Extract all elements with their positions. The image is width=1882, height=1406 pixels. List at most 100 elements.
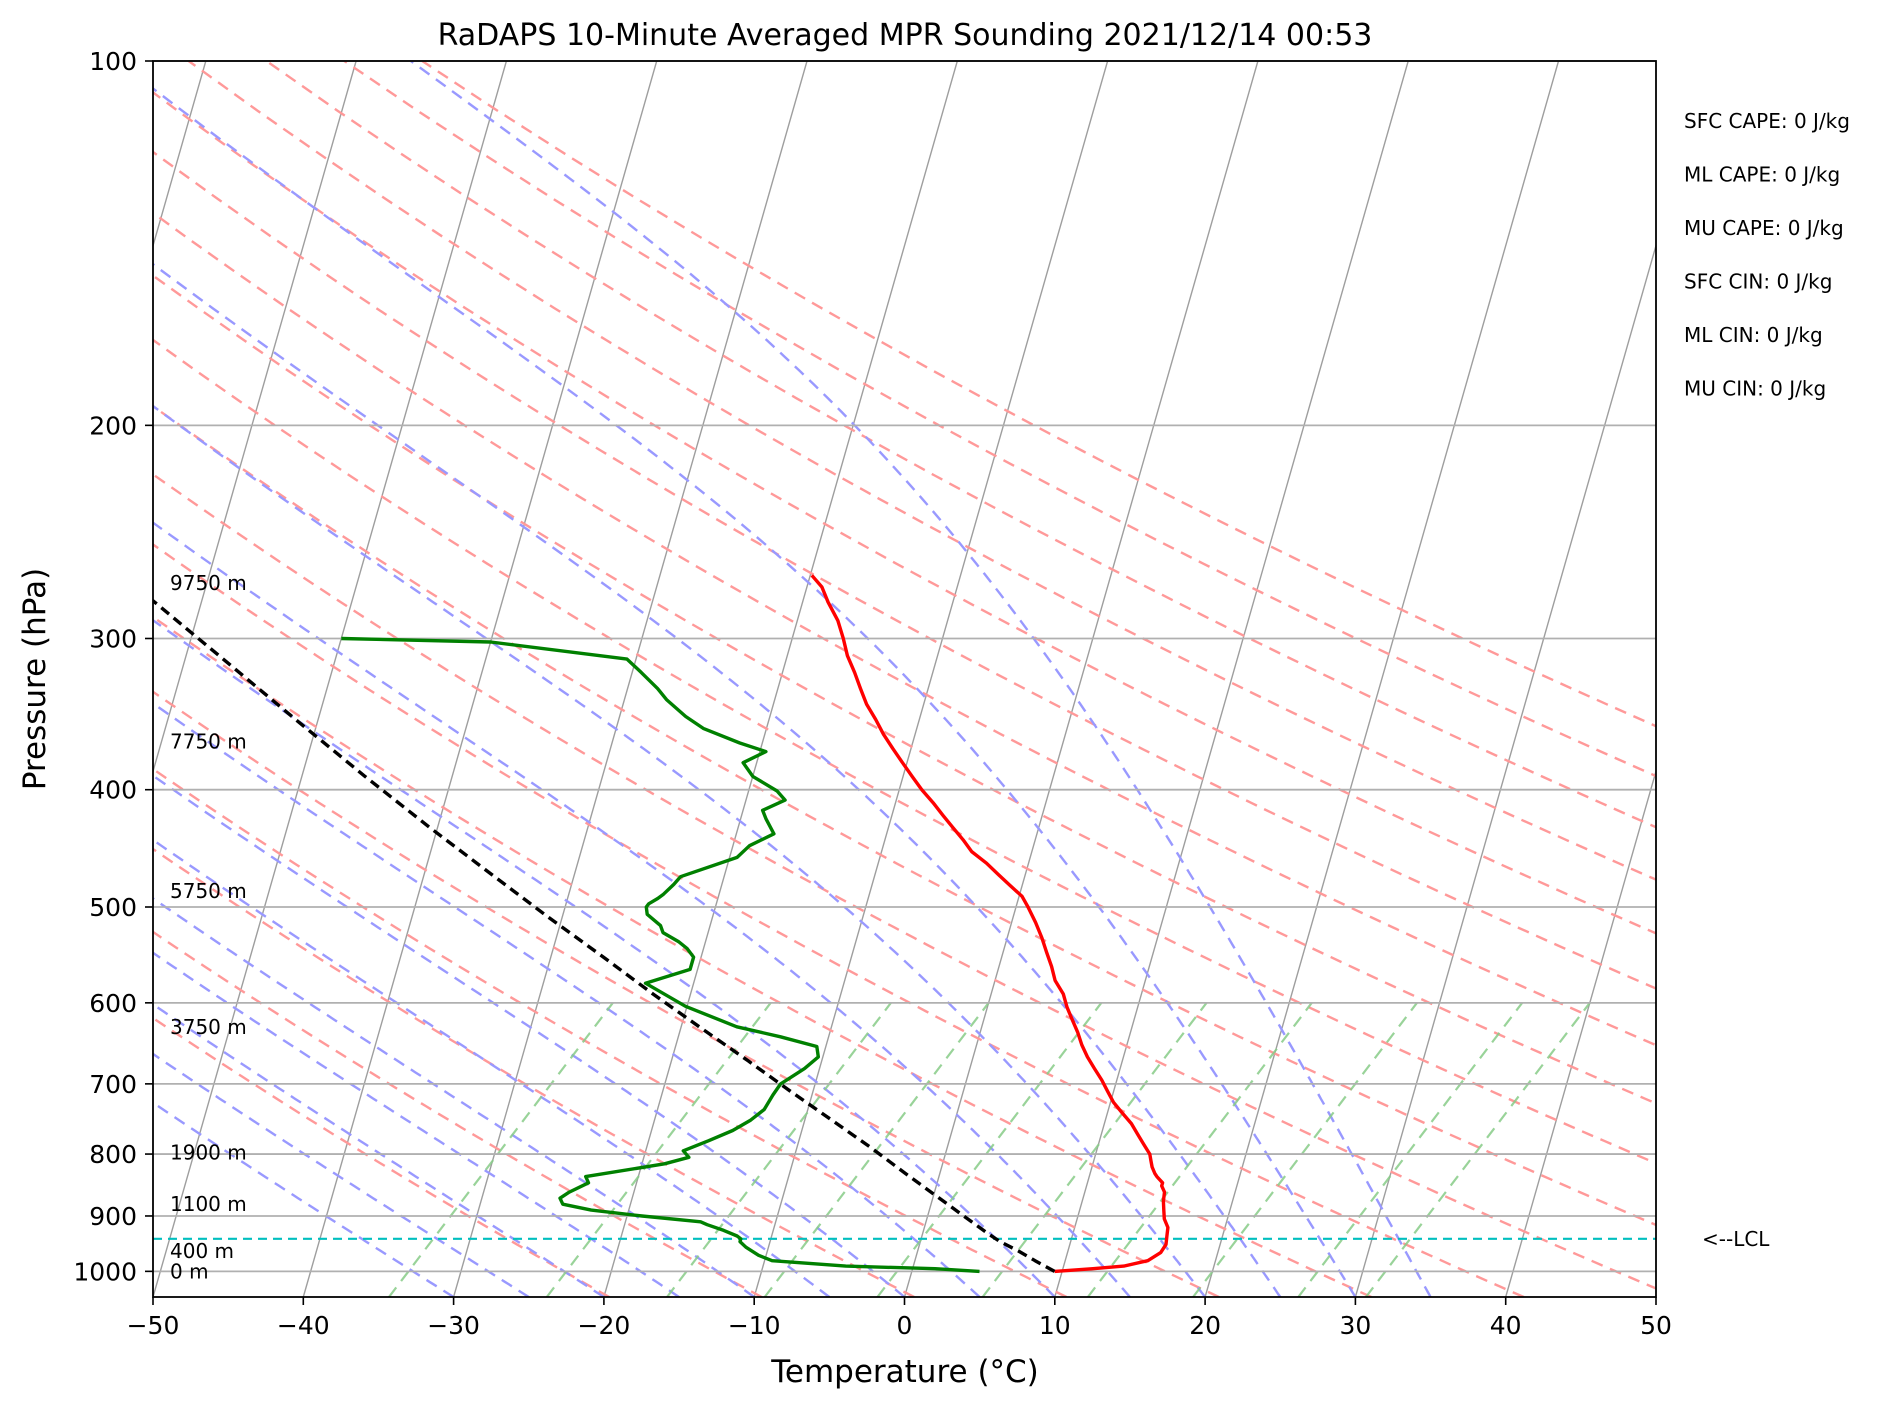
- moist-adiabat: [153, 262, 1282, 1297]
- y-tick-label: 600: [89, 989, 137, 1018]
- x-tick-label: −40: [277, 1311, 330, 1340]
- y-tick-label: 500: [89, 893, 137, 922]
- x-tick-label: −10: [728, 1311, 781, 1340]
- isotherm-line: [1054, 61, 1409, 1297]
- parameter-annotations: SFC CAPE: 0 J/kg ML CAPE: 0 J/kg MU CAPE: …: [1684, 109, 1850, 401]
- moist-adiabat: [153, 774, 906, 1297]
- y-axis: 100 200 300 400 500 600 700 800 900 1000: [73, 47, 153, 1286]
- moist-adiabat: [153, 86, 1357, 1297]
- dry-adiabat: [153, 150, 1656, 990]
- isotherm-line: [153, 61, 508, 1297]
- mixing-ratio-line: [981, 1002, 1208, 1297]
- height-label: 1900 m: [170, 1141, 247, 1165]
- x-tick-label: 50: [1640, 1311, 1672, 1340]
- isotherm-line: [753, 61, 1109, 1297]
- lcl-label: <--LCL: [1702, 1227, 1770, 1251]
- temperature-profile: [810, 574, 1170, 1274]
- parameter-annotation: ML CIN: 0 J/kg: [1684, 323, 1823, 347]
- dry-adiabat: [153, 847, 915, 1297]
- x-tick-label: −50: [127, 1311, 180, 1340]
- mixing-ratio-line: [1297, 1002, 1524, 1297]
- y-tick-label: 700: [89, 1070, 137, 1099]
- dry-adiabat: [153, 274, 1656, 1105]
- parameter-annotation: SFC CAPE: 0 J/kg: [1684, 109, 1850, 133]
- dry-adiabat: [153, 690, 1220, 1297]
- moist-adiabat: [153, 951, 680, 1297]
- sounding-profiles: [153, 574, 1170, 1274]
- y-tick-label: 400: [89, 776, 137, 805]
- chart-title: RaDAPS 10-Minute Averaged MPR Sounding 2…: [438, 18, 1373, 53]
- y-tick-label: 1000: [73, 1257, 137, 1286]
- dry-adiabat: [265, 61, 1656, 829]
- moist-adiabat: [153, 897, 755, 1297]
- x-tick-label: 40: [1490, 1311, 1522, 1340]
- y-tick-label: 900: [89, 1202, 137, 1231]
- mixing-ratio-line: [545, 1002, 772, 1297]
- moist-adiabat: [410, 61, 1432, 1297]
- isotherm-line: [302, 61, 658, 1297]
- height-label: 5750 m: [170, 879, 247, 903]
- height-label: 3750 m: [170, 1015, 247, 1039]
- dewpoint-profile: [341, 636, 980, 1274]
- moist-adiabat: [153, 1101, 455, 1297]
- isotherm-line: [1354, 243, 1656, 1297]
- mixing-ratio-line: [666, 1002, 892, 1297]
- x-axis-label: Temperature (°C): [770, 1354, 1039, 1390]
- isotherm-line: [452, 61, 808, 1297]
- isotherm-line: [603, 61, 958, 1297]
- dry-adiabat: [153, 930, 763, 1297]
- dry-adiabat: [153, 472, 1656, 1290]
- x-tick-label: 0: [897, 1311, 913, 1340]
- moist-adiabat: [153, 1052, 530, 1297]
- height-label: 7750 m: [170, 730, 247, 754]
- dry-adiabat: [153, 404, 1656, 1227]
- isotherm-line: [903, 61, 1259, 1297]
- dry-adiabat: [153, 767, 1068, 1297]
- x-tick-label: 20: [1189, 1311, 1221, 1340]
- dry-adiabat: [153, 1016, 610, 1297]
- dry-adiabat: [153, 615, 1372, 1297]
- moist-adiabat: [153, 701, 981, 1297]
- moist-adiabat: [153, 404, 1207, 1297]
- height-label: 9750 m: [170, 571, 247, 595]
- height-labels: 9750 m 7750 m 5750 m 3750 m 1900 m 1100 m 400 …: [170, 571, 247, 1283]
- pressure-gridlines: [153, 60, 1656, 1273]
- mixing-ratio-line: [1365, 1002, 1591, 1297]
- x-tick-label: 30: [1339, 1311, 1371, 1340]
- x-axis: −50 −40 −30 −20 −10 0 10 20 30 40 50: [127, 1297, 1672, 1340]
- dry-adiabat: [153, 543, 1525, 1297]
- dry-adiabat: [421, 61, 1656, 728]
- moist-adiabat: [153, 1002, 605, 1297]
- mixing-ratio-line: [876, 1002, 1103, 1297]
- y-tick-label: 200: [89, 411, 137, 440]
- height-label: 400 m: [170, 1239, 234, 1263]
- dry-adiabat: [187, 61, 1656, 881]
- mixing-ratio-line: [1086, 1002, 1313, 1297]
- x-tick-label: −20: [578, 1311, 631, 1340]
- x-tick-label: −30: [427, 1311, 480, 1340]
- height-label: 1100 m: [170, 1192, 247, 1216]
- y-axis-label: Pressure (hPa): [17, 568, 53, 790]
- y-tick-label: 100: [89, 47, 137, 76]
- parameter-annotation: SFC CIN: 0 J/kg: [1684, 270, 1832, 294]
- x-tick-label: 10: [1039, 1311, 1071, 1340]
- y-tick-label: 800: [89, 1140, 137, 1169]
- isotherm-line: [1204, 61, 1560, 1297]
- y-tick-label: 300: [89, 624, 137, 653]
- background-reference-lines: [153, 61, 1656, 1297]
- parameter-annotation: MU CIN: 0 J/kg: [1684, 377, 1826, 401]
- moist-adiabat: [153, 521, 1131, 1297]
- moist-adiabat: [153, 838, 831, 1297]
- height-label: 0 m: [170, 1259, 209, 1283]
- isotherm-line: [1505, 768, 1656, 1297]
- moist-adiabat: [153, 618, 1056, 1297]
- mixing-ratio-line: [388, 1002, 614, 1297]
- mixing-ratio-line: [1192, 1002, 1418, 1297]
- dry-adiabat: [153, 338, 1656, 1165]
- parameter-annotation: ML CAPE: 0 J/kg: [1684, 163, 1840, 187]
- dry-adiabat: [153, 90, 1656, 935]
- parameter-annotation: MU CAPE: 0 J/kg: [1684, 216, 1844, 240]
- parcel-path: [153, 598, 1056, 1273]
- dry-adiabat: [153, 211, 1656, 1047]
